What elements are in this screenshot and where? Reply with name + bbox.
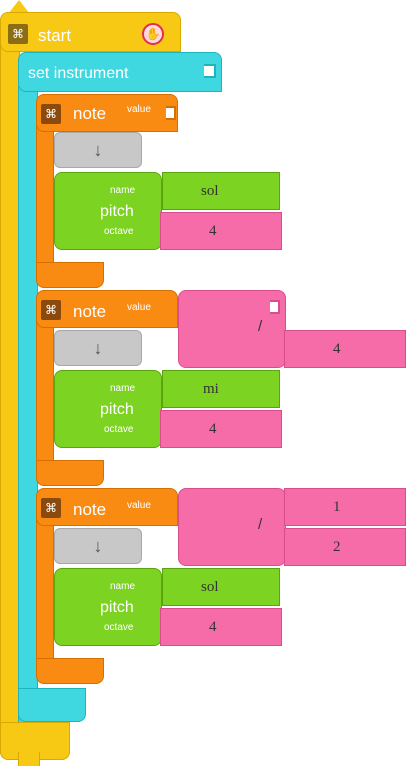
pitch-block[interactable] <box>54 172 162 250</box>
note-label: note <box>73 104 107 123</box>
pitch-block[interactable] <box>54 568 162 646</box>
numerator-input[interactable]: 1 <box>284 488 406 526</box>
pitch-name-input[interactable]: sol <box>162 568 280 606</box>
pitch-name-value: sol <box>201 183 219 199</box>
octave-value: 4 <box>209 421 217 437</box>
note-label: note <box>73 302 107 321</box>
hand-icon[interactable]: ✋ <box>142 23 164 45</box>
denominator-input[interactable]: 4 <box>284 330 406 368</box>
value-label: value <box>127 500 151 511</box>
denominator-value: 2 <box>333 539 341 555</box>
pitch-block[interactable] <box>54 370 162 448</box>
pitch-name-value: sol <box>201 579 219 595</box>
gray-block[interactable]: ↓ <box>54 330 142 366</box>
down-arrow-icon: ↓ <box>93 338 103 358</box>
note-block-bottom[interactable] <box>36 460 104 486</box>
octave-label: octave <box>104 424 134 435</box>
set-instrument-block[interactable] <box>18 52 222 92</box>
name-label: name <box>110 581 136 592</box>
pitch-label: pitch <box>100 203 134 220</box>
note-block-arm[interactable] <box>36 316 54 474</box>
gray-block[interactable]: ↓ <box>54 132 142 168</box>
division-block[interactable] <box>178 290 286 368</box>
numerator-value: 1 <box>333 499 341 515</box>
name-label: name <box>110 383 136 394</box>
denominator-input[interactable]: 2 <box>284 528 406 566</box>
set-instrument-label: set instrument <box>28 65 129 82</box>
note-block-bottom[interactable] <box>36 262 104 288</box>
name-label: name <box>110 185 136 196</box>
pitch-name-value: mi <box>203 381 219 397</box>
division-operator: / <box>258 516 263 533</box>
down-arrow-icon: ↓ <box>93 536 103 556</box>
instrument-block-bottom[interactable] <box>18 688 86 722</box>
start-block-bottom-notch <box>18 752 40 766</box>
pitch-name-input[interactable]: mi <box>162 370 280 408</box>
value-label: value <box>127 104 151 115</box>
start-block-arm[interactable] <box>0 40 20 754</box>
denominator-value: 4 <box>333 341 341 357</box>
value-label: value <box>127 302 151 313</box>
note-block-bottom[interactable] <box>36 658 104 684</box>
instrument-block-arm[interactable] <box>18 86 38 722</box>
collapse-icon[interactable]: ⌘ <box>8 24 28 44</box>
octave-input[interactable]: 4 <box>160 608 282 646</box>
octave-input[interactable]: 4 <box>160 212 282 250</box>
division-block[interactable] <box>178 488 286 566</box>
octave-value: 4 <box>209 223 217 239</box>
octave-value: 4 <box>209 619 217 635</box>
instrument-value-socket[interactable] <box>204 64 216 78</box>
collapse-icon[interactable]: ⌘ <box>41 104 61 124</box>
note-label: note <box>73 500 107 519</box>
note-value-socket[interactable] <box>166 106 176 120</box>
octave-label: octave <box>104 622 134 633</box>
note-block-arm[interactable] <box>36 512 54 672</box>
collapse-icon[interactable]: ⌘ <box>41 300 61 320</box>
pitch-name-input[interactable]: sol <box>162 172 280 210</box>
pitch-label: pitch <box>100 401 134 418</box>
octave-label: octave <box>104 226 134 237</box>
gray-block[interactable]: ↓ <box>54 528 142 564</box>
octave-input[interactable]: 4 <box>160 410 282 448</box>
collapse-icon[interactable]: ⌘ <box>41 498 61 518</box>
start-label: start <box>38 26 72 45</box>
pitch-label: pitch <box>100 599 134 616</box>
note-block-arm[interactable] <box>36 118 54 272</box>
down-arrow-icon: ↓ <box>93 140 103 160</box>
division-operator: / <box>258 318 263 335</box>
numerator-socket[interactable] <box>270 300 280 314</box>
